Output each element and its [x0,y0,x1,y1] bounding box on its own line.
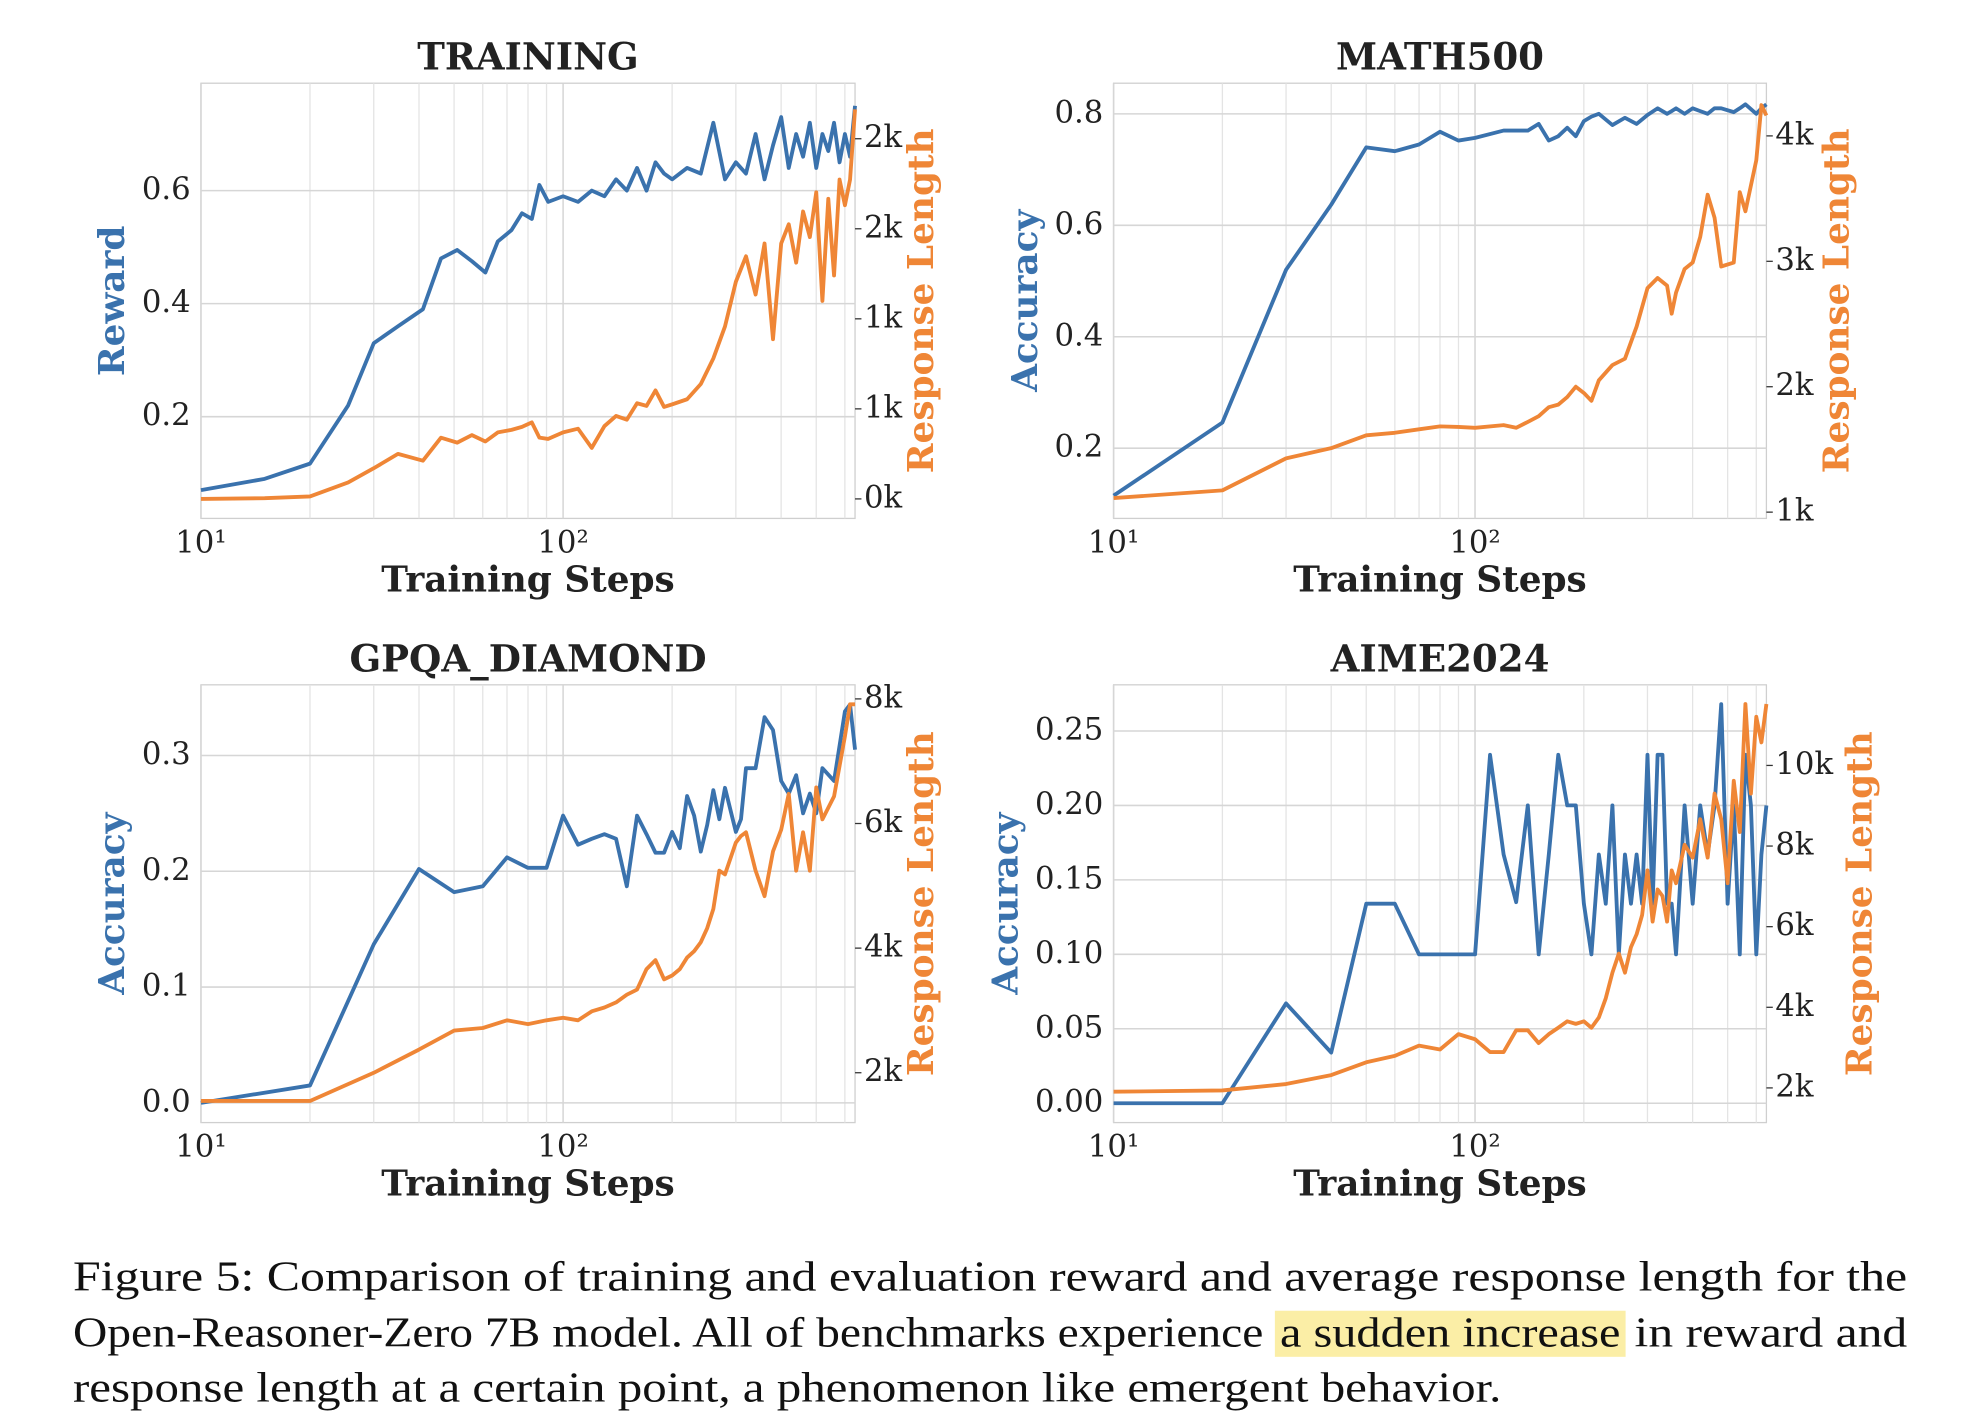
y2-tick-label: 2k [864,1053,903,1089]
y-tick-label: 0.15 [1035,860,1103,896]
y-tick-label: 0.8 [1055,94,1104,130]
x-tick-label: 10² [1449,525,1500,561]
y2-tick-label: 6k [864,804,903,840]
x-tick-label: 10¹ [175,1129,226,1165]
x-tick-label: 10¹ [1088,525,1139,561]
y-tick-label: 0.2 [142,852,191,888]
y2-tick-label: 3k [1775,242,1814,278]
series-line [200,109,857,501]
caption-line: in reward and [1635,1310,1908,1357]
y-axis-label: Reward [91,226,133,377]
y2-tick-label: 1k [864,299,903,335]
caption-line: Open-Reasoner-Zero 7B model. All of benc… [73,1310,1263,1357]
y2-tick-label: 2k [1775,367,1814,403]
y2-tick-label: 0k [864,479,903,515]
y-tick-label: 0.00 [1035,1084,1103,1120]
caption-highlight: a sudden increase [1280,1310,1620,1357]
y2-tick-label: 2k [1775,1068,1814,1104]
x-tick-label: 10² [537,525,588,561]
y-tick-label: 0.4 [1055,317,1104,353]
y2-tick-label: 1k [864,389,903,425]
y2-tick-label: 10k [1775,746,1833,782]
y-tick-label: 0.3 [142,736,191,772]
series-line [200,702,857,1105]
y2-axis-label: Response Length [1838,731,1880,1076]
chart-title: TRAINING [417,35,639,79]
y-tick-label: 0.0 [142,1083,191,1119]
highlight-box [1274,1310,1626,1357]
y-tick-label: 0.25 [1035,711,1103,747]
series-line [1113,702,1769,1106]
y-axis-label: Accuracy [91,811,133,995]
x-tick-label: 10¹ [175,525,226,561]
chart-title: MATH500 [1336,35,1544,79]
y-tick-label: 0.4 [142,284,191,320]
y2-tick-label: 2k [864,119,903,155]
y2-tick-label: 8k [864,679,903,715]
y-axis-label: Accuracy [985,811,1027,995]
series-line [1112,102,1768,498]
x-tick-label: 10² [537,1129,588,1165]
y-axis-label: Accuracy [1004,209,1046,393]
x-axis-label: Training Steps [381,1163,674,1205]
series-line [200,702,856,1103]
y-tick-label: 0.10 [1035,935,1103,971]
y2-tick-label: 4k [864,929,903,965]
y2-tick-label: 6k [1775,907,1814,943]
series-line [1113,702,1769,1094]
x-axis-label: Training Steps [381,558,674,600]
y2-axis-label: Response Length [900,128,942,473]
y2-tick-label: 4k [1775,116,1814,152]
chart-title: GPQA_DIAMOND [349,636,706,680]
caption-line: response length at a certain point, a ph… [73,1365,1501,1412]
y2-tick-label: 1k [1775,493,1814,529]
y-tick-label: 0.2 [1055,429,1104,465]
y2-axis-label: Response Length [1815,128,1857,473]
x-tick-label: 10² [1449,1129,1500,1165]
chart-title: AIME2024 [1330,636,1550,680]
y2-tick-label: 8k [1775,827,1814,863]
y-tick-label: 0.1 [142,968,191,1004]
x-axis-label: Training Steps [1293,558,1586,600]
y2-axis-label: Response Length [900,731,942,1076]
series-line [200,105,857,493]
y2-tick-label: 2k [864,209,903,245]
y-tick-label: 0.20 [1035,786,1103,822]
y-tick-label: 0.6 [1055,206,1104,242]
y2-tick-label: 4k [1775,988,1814,1024]
x-tick-label: 10¹ [1088,1129,1139,1165]
y-tick-label: 0.6 [142,171,191,207]
caption-line: Figure 5: Comparison of training and eva… [73,1253,1907,1300]
y-tick-label: 0.05 [1035,1009,1103,1045]
series-line [1113,103,1769,500]
x-axis-label: Training Steps [1293,1163,1586,1205]
y-tick-label: 0.2 [142,397,191,433]
